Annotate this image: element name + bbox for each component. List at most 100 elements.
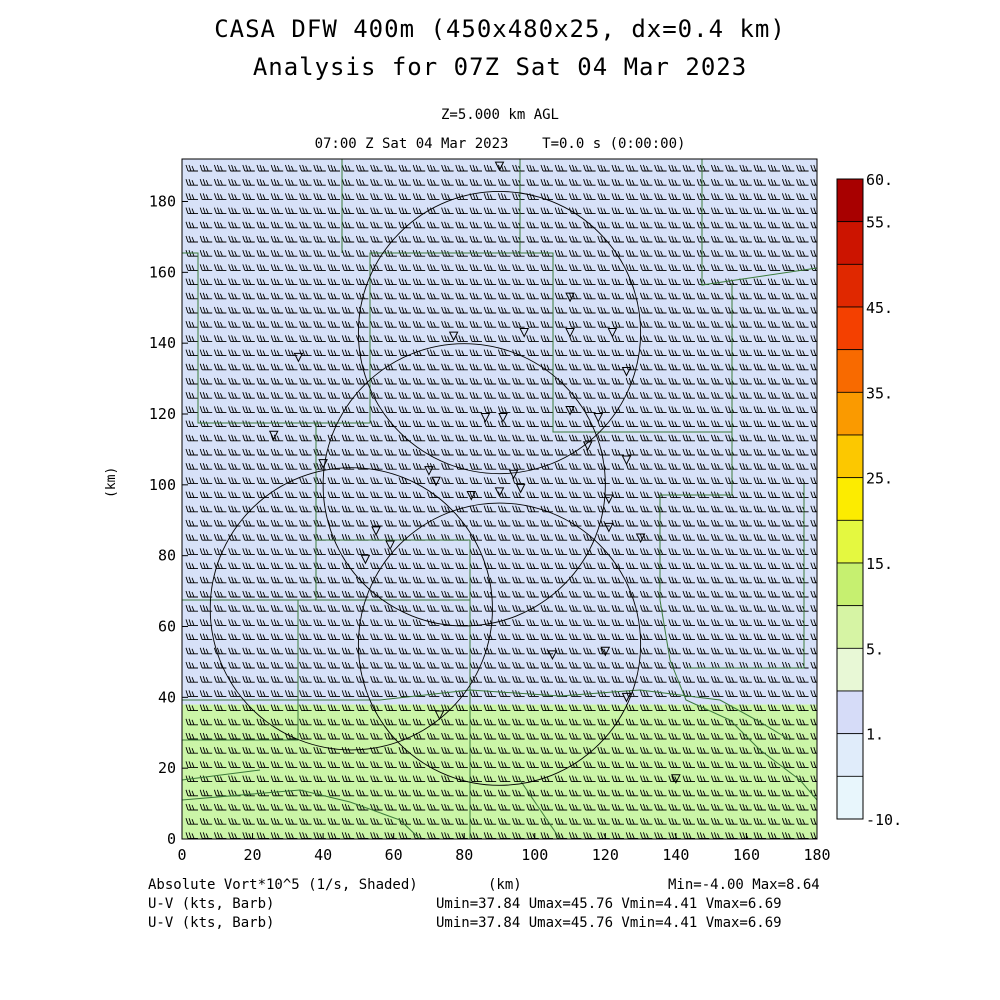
- wind-barb: [228, 193, 241, 200]
- wind-barb: [540, 235, 553, 243]
- wind-barb: [412, 179, 426, 186]
- wind-barb: [327, 491, 340, 499]
- wind-barb: [611, 207, 624, 215]
- wind-barb: [597, 434, 610, 442]
- station-marker: [431, 476, 441, 487]
- wind-barb: [355, 235, 369, 243]
- wind-barb: [355, 448, 369, 456]
- wind-barb: [810, 534, 817, 541]
- wind-barb: [370, 164, 383, 172]
- wind-barb: [370, 377, 383, 385]
- wind-barb: [497, 164, 511, 172]
- wind-barb: [185, 193, 198, 200]
- wind-barb: [497, 562, 511, 570]
- wind-barb: [284, 406, 298, 413]
- wind-barb: [270, 718, 284, 726]
- wind-barb: [568, 704, 582, 712]
- wind-barb: [526, 221, 539, 229]
- wind-barb: [682, 477, 695, 484]
- wind-barb: [682, 321, 695, 328]
- wind-barb: [455, 548, 468, 555]
- wind-barb: [213, 818, 227, 825]
- wind-barb: [270, 576, 284, 584]
- wind-barb: [767, 491, 781, 499]
- wind-barb: [597, 747, 610, 754]
- wind-barb: [355, 619, 369, 626]
- wind-barb: [455, 420, 468, 428]
- wind-barb: [469, 818, 482, 825]
- wind-barb: [568, 803, 582, 811]
- wind-barb: [483, 605, 497, 612]
- wind-barb: [270, 420, 284, 428]
- wind-barb: [284, 590, 298, 598]
- wind-barb: [512, 676, 525, 683]
- wind-barb: [696, 235, 710, 243]
- wind-barb: [341, 278, 355, 286]
- wind-barb: [398, 321, 411, 328]
- wind-barb: [341, 164, 355, 172]
- wind-barb: [270, 704, 284, 712]
- wind-barb: [710, 704, 724, 712]
- wind-barb: [753, 718, 766, 726]
- wind-barb: [384, 491, 397, 499]
- wind-barb: [185, 803, 198, 811]
- station-marker: [565, 405, 575, 416]
- wind-barb: [583, 335, 596, 342]
- wind-barb: [384, 392, 397, 399]
- wind-barb: [185, 349, 198, 357]
- wind-barb: [355, 278, 369, 286]
- wind-barb: [611, 363, 624, 371]
- wind-barb: [228, 179, 241, 186]
- wind-barb: [384, 732, 397, 740]
- wind-barb: [639, 221, 653, 229]
- wind-barb: [299, 747, 312, 754]
- wind-barb: [781, 803, 795, 811]
- wind-barb: [469, 832, 482, 839]
- wind-barb: [639, 349, 653, 357]
- wind-barb: [441, 562, 454, 570]
- wind-barb: [313, 477, 326, 484]
- wind-barb: [483, 690, 497, 697]
- station-marker: [582, 441, 593, 451]
- wind-barb: [455, 747, 468, 754]
- wind-barb: [370, 278, 383, 286]
- wind-barb: [256, 590, 269, 598]
- wind-barb: [583, 193, 596, 200]
- wind-barb: [242, 576, 255, 584]
- wind-barb: [739, 349, 752, 357]
- wind-barb: [654, 434, 667, 442]
- wind-barb: [270, 250, 284, 257]
- colorbar-bin: [836, 391, 864, 436]
- wind-barb: [639, 761, 653, 768]
- wind-barb: [426, 605, 440, 612]
- wind-barb: [199, 321, 213, 328]
- wind-barb: [327, 278, 340, 286]
- wind-barb: [540, 732, 553, 740]
- wind-barb: [583, 832, 596, 839]
- wind-barb: [682, 278, 695, 286]
- wind-barb: [710, 562, 724, 570]
- wind-barb: [441, 761, 454, 768]
- wind-barb: [341, 505, 355, 513]
- wind-barb: [654, 832, 667, 839]
- wind-barb: [398, 647, 411, 655]
- wind-barb: [526, 193, 539, 200]
- wind-barb: [242, 676, 255, 683]
- wind-barb: [810, 321, 817, 328]
- wind-barb: [242, 548, 255, 555]
- wind-barb: [341, 690, 355, 697]
- wind-barb: [639, 406, 653, 413]
- wind-barb: [284, 235, 298, 243]
- wind-barb: [370, 576, 383, 584]
- wind-barb: [810, 647, 817, 655]
- wind-barb: [270, 633, 284, 641]
- wind-barb: [625, 406, 639, 413]
- wind-barb: [639, 562, 653, 570]
- wind-barb: [185, 491, 198, 499]
- wind-barb: [426, 349, 440, 357]
- wind-barb: [753, 775, 766, 783]
- wind-barb: [781, 534, 795, 541]
- wind-barb: [696, 505, 710, 513]
- wind-barb: [682, 463, 695, 470]
- wind-barb: [242, 420, 255, 428]
